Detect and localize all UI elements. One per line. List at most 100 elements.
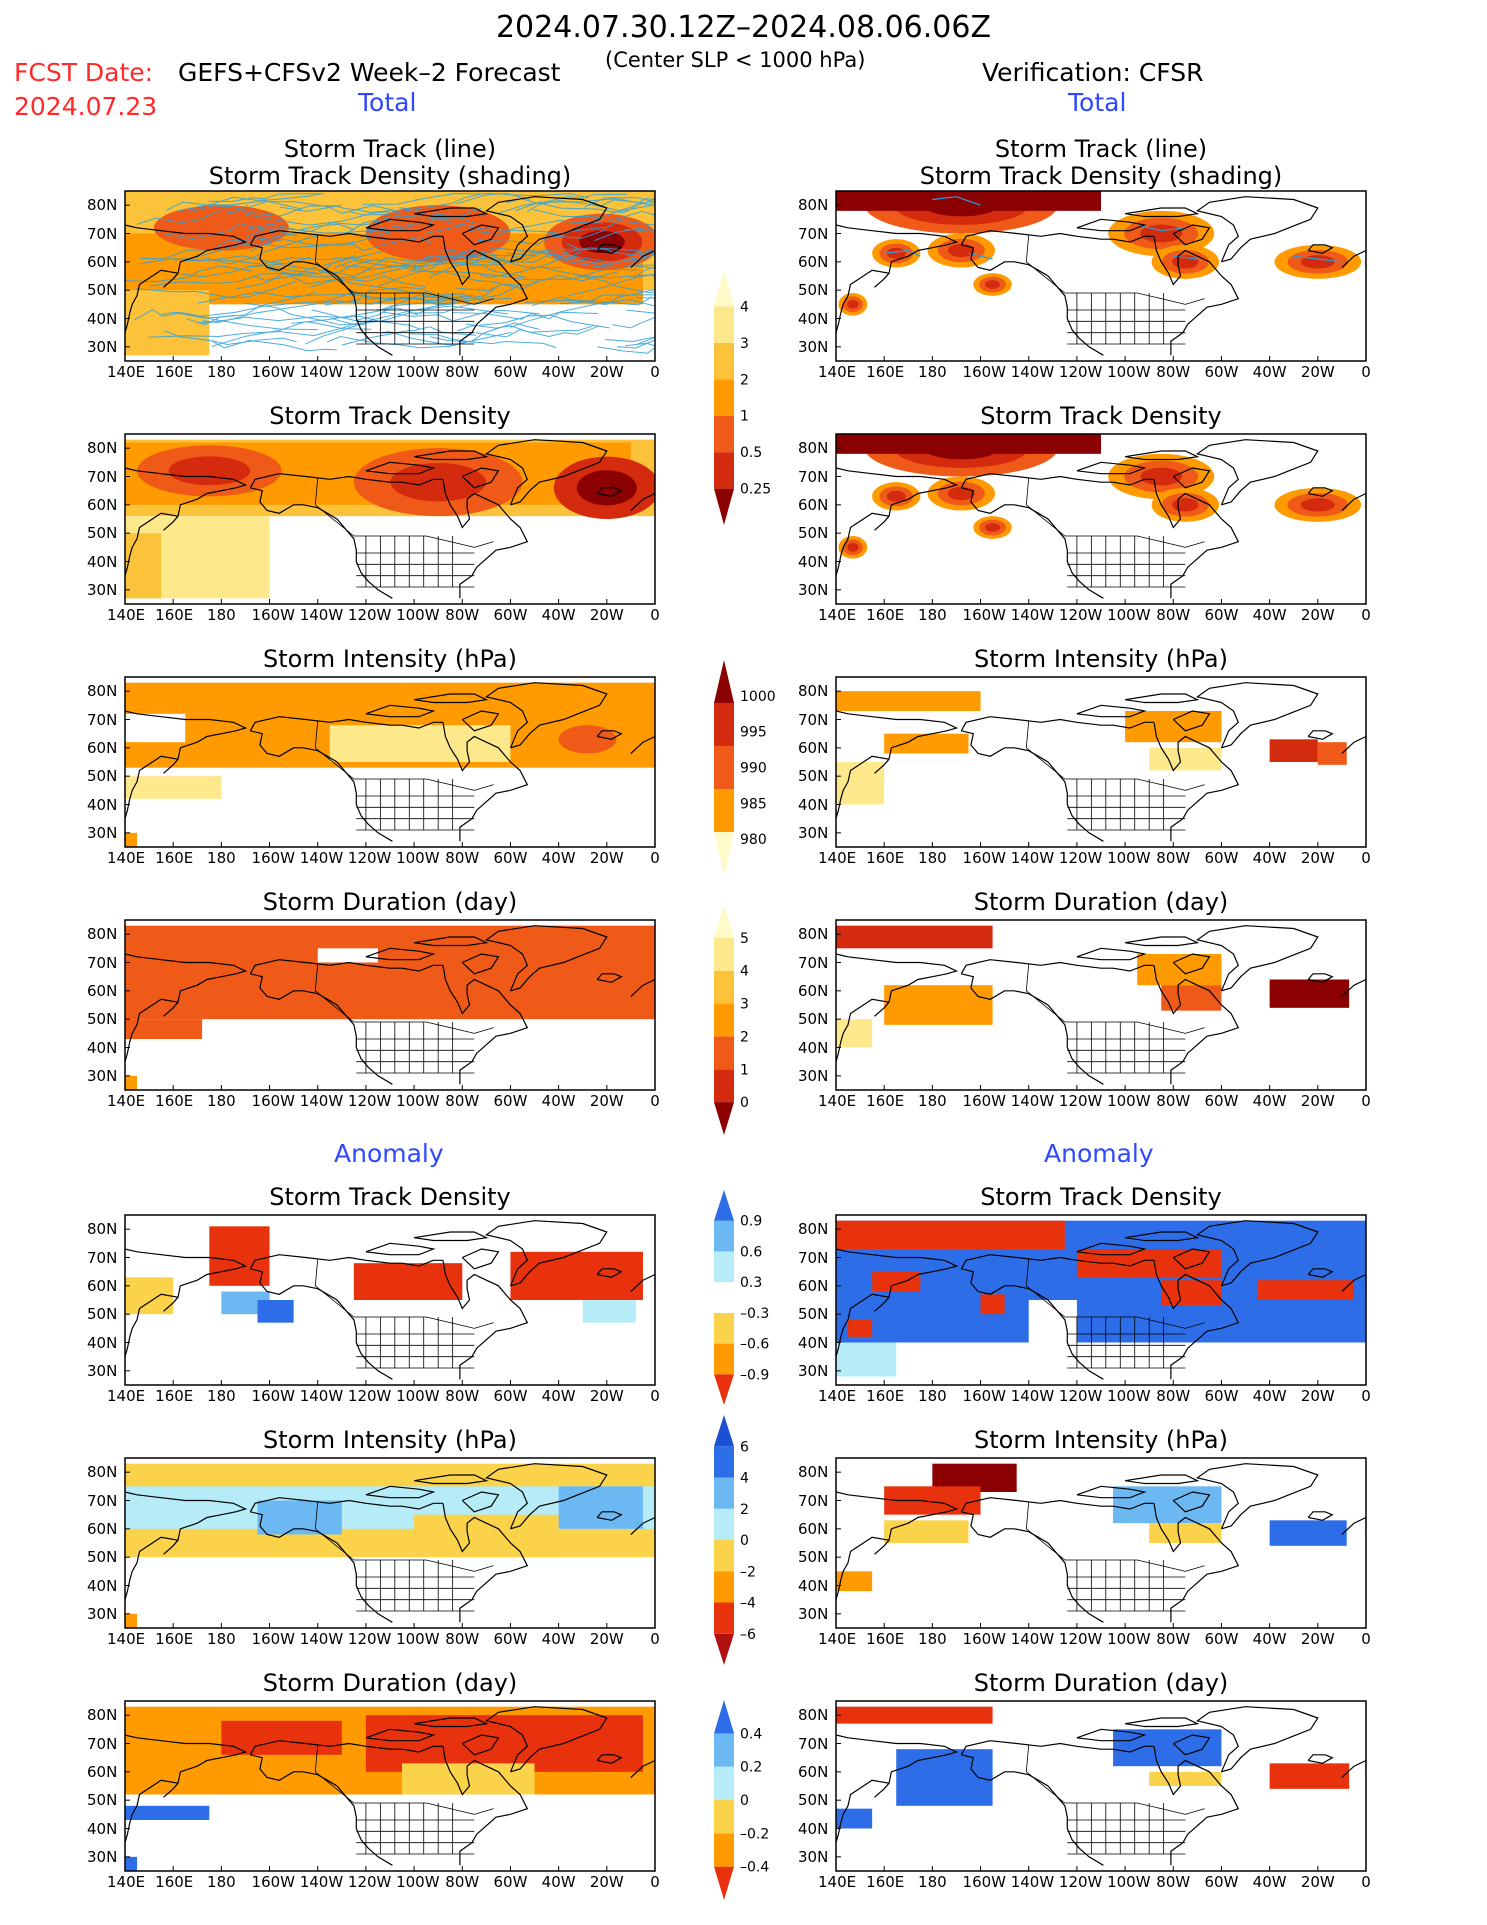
borders [1025,1258,1205,1369]
colorbar-swatch [714,1343,734,1375]
colorbar-swatch [714,660,734,703]
panel-title: Storm Track Density [269,1183,511,1211]
density-colorbar: 4 3 2 1 0.5 0.25 [714,270,771,525]
lon-tick-label: 40W [1252,606,1287,624]
lon-tick-label: 160E [155,1387,194,1405]
panel-title: Storm Track Density (shading) [919,162,1283,190]
colorbar-swatch [714,488,734,525]
lon-tick-label: 160W [251,606,295,624]
lat-tick-label: 70N [798,224,829,243]
lat-tick-label: 60N [798,252,829,271]
lat-tick-label: 60N [87,252,118,271]
lat-tick-label: 50N [798,767,829,786]
lon-tick-label: 0 [1361,1873,1371,1891]
lat-tick-label: 40N [87,552,118,571]
lon-tick-label: 20W [1300,849,1335,867]
colorbar-label: 0.4 [740,1726,762,1742]
lon-tick-label: 120W [1058,849,1103,867]
lat-tick-label: 80N [87,925,118,944]
lon-tick-label: 100W [1107,1873,1151,1891]
lat-tick-label: 30N [798,1847,829,1866]
lon-tick-label: 120W [1058,363,1103,381]
lat-tick-label: 40N [87,1038,118,1057]
date-range-title: 2024.07.30.12Z–2024.08.06.06Z [495,10,992,45]
colorbar-swatch [714,789,734,832]
lon-tick-label: 0 [1361,606,1371,624]
colorbar-swatch [714,270,734,307]
lon-tick-label: 20W [1300,363,1335,381]
lon-tick-label: 140W [299,849,344,867]
lat-tick-label: 80N [798,1706,829,1725]
colorbar-swatch [714,703,734,746]
colorbar-label: 0.2 [740,1760,762,1776]
lat-tick-label: 40N [798,1333,829,1352]
lon-tick-label: 20W [589,363,624,381]
borders [1025,720,1205,831]
lat-tick-label: 30N [798,337,829,356]
lat-tick-label: 30N [87,1604,118,1623]
colorbar-label: –6 [740,1627,756,1643]
colorbar-swatch [714,1003,734,1037]
lon-tick-label: 160E [866,1873,905,1891]
lon-tick-label: 180 [918,849,947,867]
map-panel [835,919,1367,1091]
lon-tick-label: 80W [1156,1630,1191,1648]
lon-tick-label: 120W [347,1873,392,1891]
lon-tick-label: 140E [818,1387,857,1405]
lon-tick-label: 40W [541,1873,576,1891]
coastlines [836,1220,1366,1380]
fcst-label: FCST Date: [14,58,154,87]
lon-tick-label: 80W [1156,363,1191,381]
lon-tick-label: 120W [347,363,392,381]
colorbar-label: –0.9 [740,1367,769,1383]
lon-tick-label: 100W [396,606,440,624]
lat-tick-label: 80N [798,925,829,944]
colorbar-swatch [714,1633,734,1665]
lat-tick-label: 70N [87,953,118,972]
colorbar-swatch [714,1833,734,1867]
lon-tick-label: 40W [541,1387,576,1405]
lon-tick-label: 160W [251,363,295,381]
borders [314,477,494,588]
lat-tick-label: 40N [798,1038,829,1057]
lon-tick-label: 140W [299,363,344,381]
colorbar-swatch [714,1446,734,1478]
coastlines [125,1220,655,1380]
lon-tick-label: 80W [445,1387,480,1405]
lat-tick-label: 30N [87,1361,118,1380]
borders [1025,477,1205,588]
lat-tick-label: 70N [798,467,829,486]
lon-tick-label: 160E [155,606,194,624]
anomaly-label-left: Anomaly [334,1139,444,1168]
colorbar-swatch [714,452,734,489]
lon-tick-label: 0 [1361,1630,1371,1648]
lon-tick-label: 140E [107,606,146,624]
lat-tick-label: 30N [798,823,829,842]
coastlines [836,196,1366,356]
lon-tick-label: 120W [347,606,392,624]
lat-tick-label: 80N [87,1706,118,1725]
lon-tick-label: 160W [251,849,295,867]
coastlines [836,1463,1366,1623]
borders [314,1501,494,1612]
lat-tick-label: 40N [798,1576,829,1595]
lon-tick-label: 160E [866,606,905,624]
lat-tick-label: 50N [798,524,829,543]
anomaly-duration-colorbar: 0.4 0.2 0 –0.2 –0.4 [714,1700,769,1900]
colorbar-label: 2 [740,372,749,388]
lon-tick-label: 160W [962,1387,1006,1405]
colorbar-label: 0.6 [740,1244,762,1260]
lon-tick-label: 100W [396,1092,440,1110]
coastlines [836,925,1366,1085]
lon-tick-label: 60W [1204,363,1239,381]
colorbar-swatch [714,1190,734,1221]
lat-tick-label: 70N [798,1491,829,1510]
lat-tick-label: 40N [87,1819,118,1838]
panel-title: Storm Track (line) [994,135,1208,163]
lon-tick-label: 40W [541,363,576,381]
lon-tick-label: 20W [589,1387,624,1405]
panel-title: Storm Intensity (hPa) [263,645,517,673]
colorbar-label: 0.5 [740,445,762,461]
map-panel [124,1457,656,1629]
lon-tick-label: 140E [107,363,146,381]
